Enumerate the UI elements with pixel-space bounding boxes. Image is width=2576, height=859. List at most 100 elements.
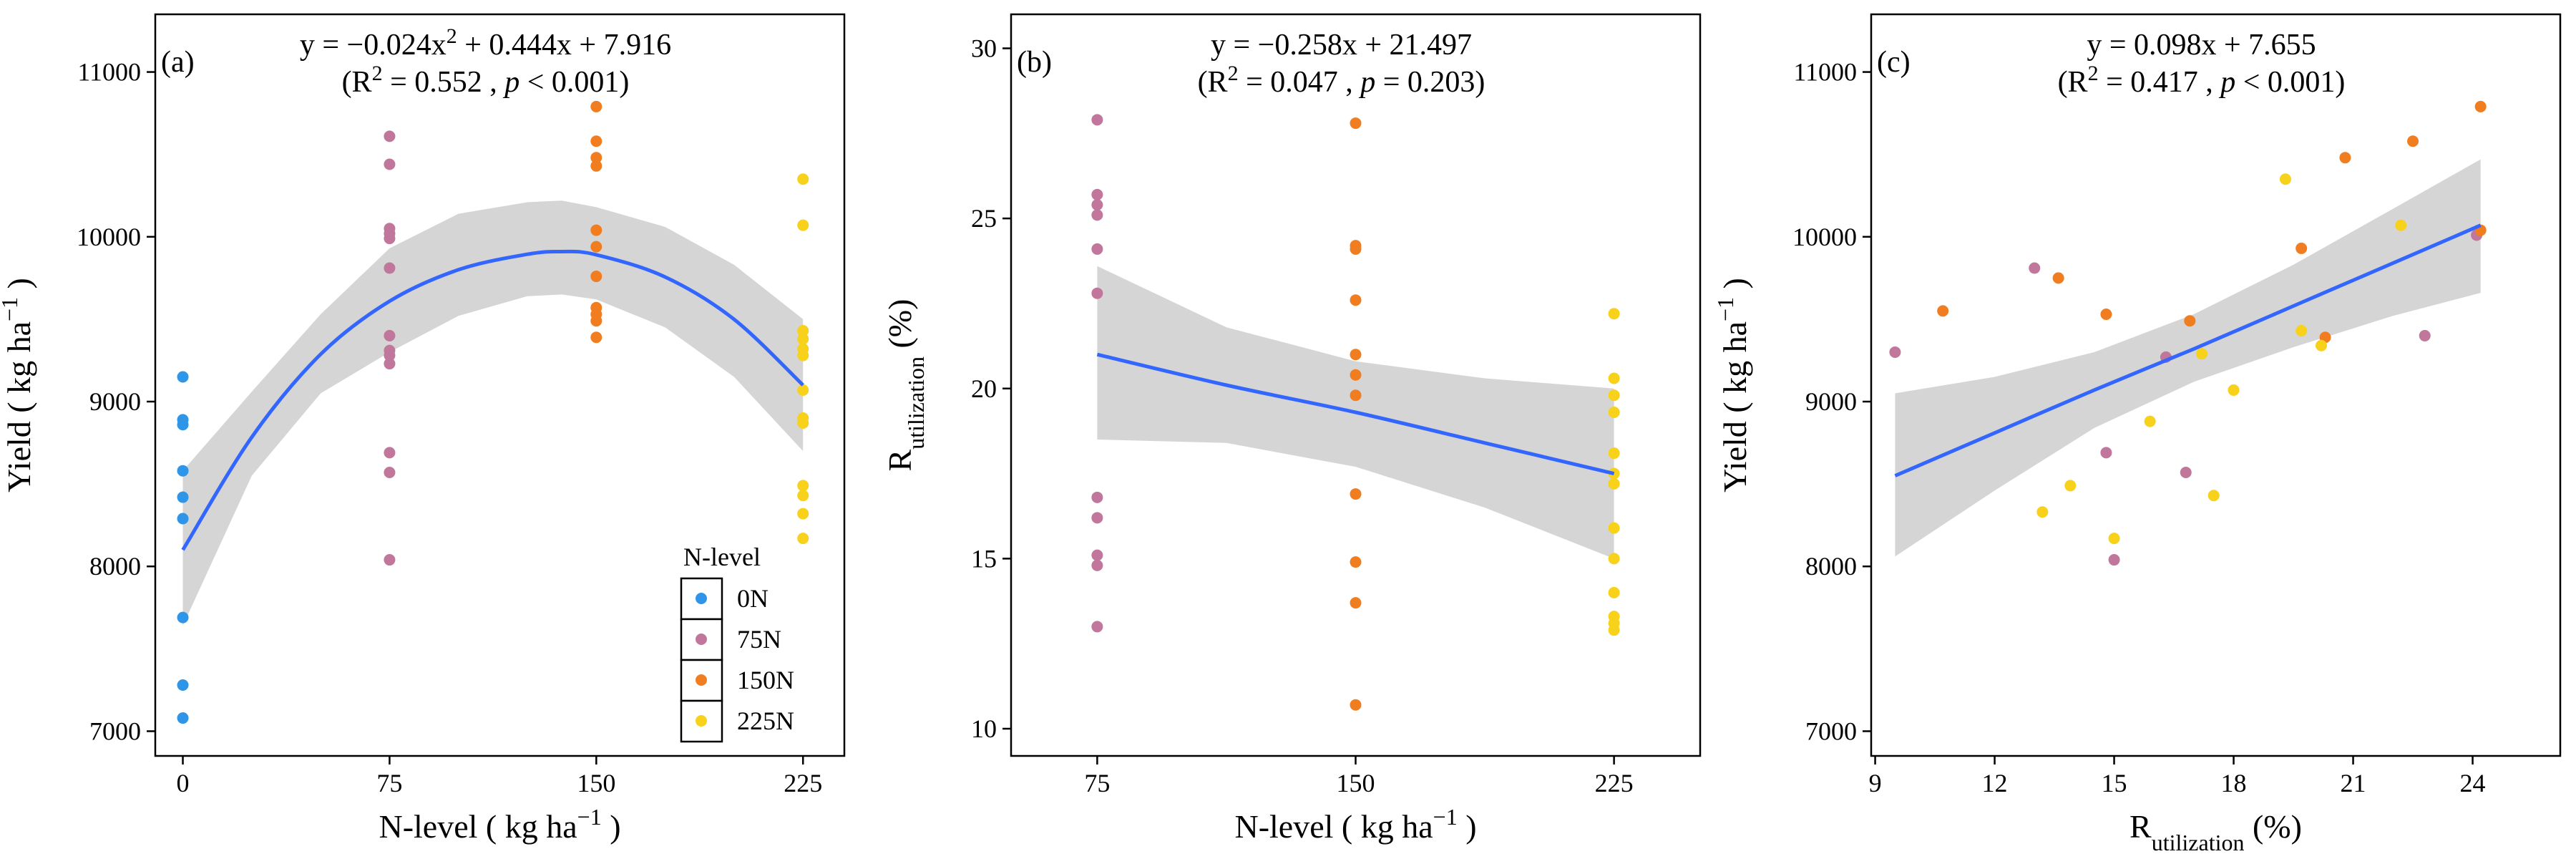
equation-line-2: (R2 = 0.047 , p = 0.203) [1198,62,1485,100]
point-225N [1608,389,1620,402]
axis-label-subscript: utilization [903,356,929,450]
point-75N [384,358,396,370]
point-225N [2316,339,2328,351]
x-tick-label: 75 [1084,769,1110,797]
point-150N [2184,315,2196,327]
point-225N [1608,522,1620,534]
axis-label-text: Yield ( kg ha [1717,321,1753,492]
panel-label: (a) [161,46,195,79]
equation-line-1: y = 0.098x + 7.655 [2087,29,2316,62]
point-0N [177,712,189,724]
y-tick-label: 10000 [1792,223,1857,251]
point-75N [1091,621,1103,633]
series-225N [797,173,809,545]
point-75N [384,130,396,142]
legend-key-0N [696,593,707,604]
axis-label-exponent: −1 [0,297,22,321]
x-axis-label: N-level ( kg ha−1 ) [1234,804,1476,845]
x-axis-label: Rutilization (%) [2129,808,2302,855]
y-tick-label: 9000 [89,387,141,416]
point-150N [590,224,602,236]
y-tick-label: 10 [971,714,997,743]
point-150N [2407,135,2419,147]
point-225N [797,508,809,520]
confidence-band [1895,159,2481,557]
point-75N [384,262,396,274]
equation-exponent: 2 [447,24,457,48]
point-225N [1608,407,1620,419]
point-225N [797,417,809,429]
equation-text: y = −0.024x [300,29,447,62]
point-150N [2296,242,2308,254]
fit-line [1894,223,2482,477]
point-225N [1608,467,1620,480]
series-150N [590,100,602,344]
point-225N [2144,415,2156,427]
point-75N [384,158,396,170]
equation-line-1: y = −0.024x2 + 0.444x + 7.916 [300,24,671,62]
series-150N [1350,117,1362,711]
axis-label-exponent: −1 [1433,804,1458,830]
point-150N [590,152,602,164]
equation-text: = 0.047 , [1239,66,1361,99]
equation-p: p [502,66,519,99]
series-75N [384,130,396,566]
point-225N [1608,308,1620,320]
point-225N [797,384,809,396]
point-225N [797,533,809,545]
legend: N-level 0N 75N 150N 225N [680,543,794,743]
axis-label-text: ) [602,808,621,845]
point-0N [177,419,189,431]
axis-label-text: (%) [882,299,918,356]
point-75N [2419,329,2431,341]
series-150N [1937,100,2487,344]
x-tick-label: 75 [376,769,402,797]
point-150N [590,100,602,112]
y-tick-label: 20 [971,374,997,403]
equation-text: + 0.444x + 7.916 [457,29,671,62]
equation-exponent: 2 [1228,62,1239,85]
point-150N [1350,369,1362,381]
plot-frame [154,13,846,757]
legend-label-0N: 0N [737,584,769,613]
y-axis-label: Yield ( kg ha−1 ) [1712,278,1753,492]
x-tick-label: 12 [1982,769,2008,797]
confidence-band [182,200,804,626]
point-225N [1608,586,1620,598]
point-150N [1350,597,1362,609]
axis-label-text: R [882,449,918,471]
point-75N [1091,188,1103,200]
point-225N [2064,480,2077,492]
y-tick-label: 7000 [89,717,141,745]
point-150N [590,271,602,283]
point-225N [2279,173,2291,185]
legend-label-75N: 75N [737,625,781,654]
point-150N [1350,699,1362,711]
equation-text: (R [342,66,372,99]
point-75N [1091,243,1103,255]
x-tick-label: 24 [2460,769,2486,797]
point-225N [797,219,809,231]
axis-label-text: (%) [2244,808,2301,845]
point-75N [2100,447,2112,459]
panel-c: 9 12 15 18 21 24 7000 8000 9000 10000 11000 (c) y = … [1712,13,2562,855]
y-tick-label: 9000 [1805,387,1857,416]
y-tick-label: 25 [971,204,997,233]
legend-key-225N [696,715,707,727]
point-225N [2228,384,2240,396]
point-150N [2100,309,2112,321]
y-axis-label: Rutilization (%) [882,299,929,472]
axis-label-text: ) [1,278,37,297]
y-tick-label: 30 [971,34,997,63]
panel-label: (b) [1017,46,1052,79]
x-tick-label: 225 [1595,769,1634,797]
fit-line [181,249,804,551]
legend-key-75N [696,634,707,645]
point-225N [797,490,809,502]
point-75N [1091,287,1103,299]
x-tick-label: 150 [1337,769,1375,797]
point-150N [590,315,602,327]
legend-label-225N: 225N [737,707,794,735]
point-75N [1091,549,1103,561]
